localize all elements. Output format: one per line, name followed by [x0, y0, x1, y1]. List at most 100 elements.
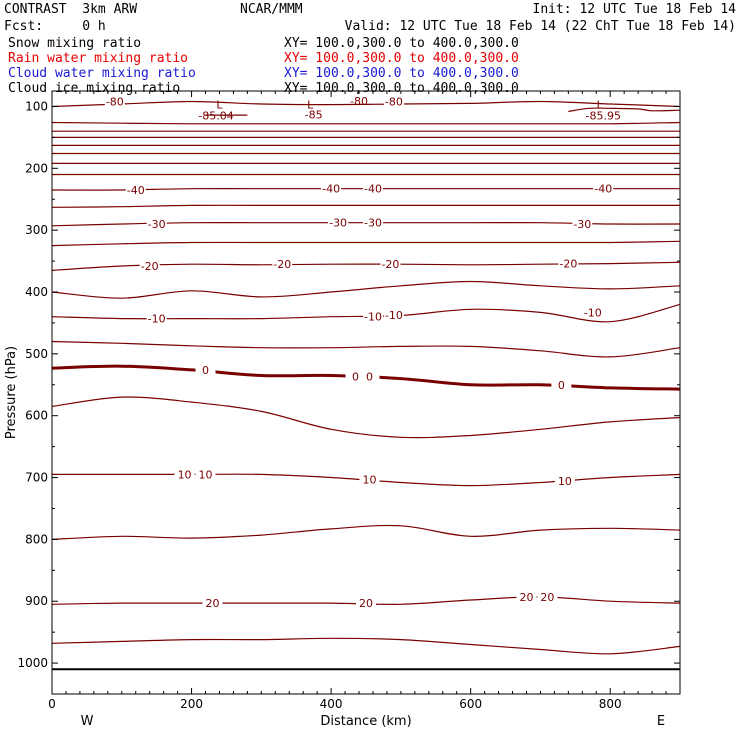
label-bg [362, 182, 383, 194]
west-end-label: W [81, 714, 94, 729]
run-title: CONTRAST 3km ARW [4, 2, 138, 17]
label-bg [362, 216, 383, 228]
isotherm-label: -20 [273, 258, 291, 271]
isotherm-label: -10 [584, 306, 602, 319]
x-tick-label: 0 [48, 697, 56, 711]
label-bg [558, 257, 579, 269]
plot-frame [51, 90, 681, 695]
isotherm-label: 20 [359, 597, 373, 610]
label-bg [202, 597, 223, 609]
x-axis-title: Distance (km) [320, 714, 411, 729]
y-tick-label: 300 [25, 223, 48, 237]
legend-cloud-water-xy: XY= 100.0,300.0 to 400.0,300.0 [284, 66, 519, 81]
label-bg [359, 473, 380, 485]
isotherm-label: 10 [558, 475, 572, 488]
label-bg [554, 475, 575, 487]
isotherm-line [51, 100, 681, 108]
extremum-label: -80 [350, 95, 368, 108]
label-bg [321, 182, 342, 194]
label-bg [383, 308, 404, 320]
isotherm-label: -30 [573, 218, 591, 231]
isotherm-line [51, 121, 681, 125]
label-bg [356, 597, 376, 609]
isotherm-label: -40 [594, 183, 612, 196]
extremum-label: -85.95 [586, 110, 621, 123]
isotherm-label: 0 [558, 379, 565, 392]
x-tick-label: 400 [320, 697, 343, 711]
isotherm-label: -40 [364, 183, 382, 196]
isotherm-label: 10 [178, 468, 192, 481]
label-bg [572, 217, 593, 229]
label-bg [139, 260, 160, 272]
extremum-label: -85.04 [198, 110, 233, 123]
label-bg [272, 258, 293, 270]
label-bg [537, 590, 558, 602]
isotherm-label: -40 [127, 184, 145, 197]
isotherm-label: 10 [362, 473, 376, 486]
isotherm-label: 10 [199, 468, 213, 481]
isotherm-label: -80 [385, 96, 403, 109]
isotherm-label: -20 [141, 260, 159, 273]
legend-snow-xy: XY= 100.0,300.0 to 400.0,300.0 [284, 36, 519, 51]
y-tick-label: 800 [25, 532, 48, 546]
label-bg [383, 95, 404, 107]
label-bg [593, 182, 614, 194]
isotherm-line [51, 396, 681, 439]
low-center-marker: L [307, 99, 314, 112]
legend-cloud-water-label: Cloud water mixing ratio [8, 66, 196, 81]
label-bg [104, 95, 125, 107]
east-end-label: E [657, 714, 665, 729]
label-bg [551, 378, 572, 390]
label-bg [362, 310, 383, 322]
extremum-label: -85 [305, 109, 323, 122]
legend-rain-label: Rain water mixing ratio [8, 51, 189, 66]
low-center-marker: L [597, 99, 604, 112]
label-bg [345, 370, 366, 382]
isotherm-label: -10 [385, 309, 403, 322]
isotherm-label: -80 [106, 96, 124, 109]
y-tick-label: 600 [25, 409, 48, 423]
isotherm-label: -10 [364, 311, 382, 324]
label-bg [146, 312, 167, 324]
isotherm-line [51, 524, 681, 540]
valid-time: Valid: 12 UTC Tue 18 Feb 14 (22 ChT Tue … [344, 19, 736, 34]
label-bg [174, 468, 195, 480]
isotherm-label: -40 [322, 183, 340, 196]
legend-snow-label: Snow mixing ratio [8, 36, 142, 51]
isotherm-label: -30 [364, 217, 382, 230]
y-tick-label: 100 [25, 99, 48, 113]
legend-rain-xy: XY= 100.0,300.0 to 400.0,300.0 [284, 51, 519, 66]
label-bg [195, 363, 216, 375]
isotherm-line [51, 280, 681, 299]
y-tick-label: 400 [25, 285, 48, 299]
y-tick-label: 200 [25, 161, 48, 175]
isotherm-label: 20 [205, 597, 219, 610]
isotherm-line [51, 204, 680, 208]
init-time: Init: 12 UTC Tue 18 Feb 14 [532, 2, 737, 17]
institution-label: NCAR/MMM [240, 2, 303, 17]
y-tick-label: 700 [25, 471, 48, 485]
isotherm-line [51, 340, 681, 358]
label-bg [582, 306, 603, 318]
y-axis-title: Pressure (hPa) [4, 346, 19, 439]
isotherm-label: -10 [148, 313, 166, 326]
isotherm-label: 20 [540, 591, 554, 604]
y-tick-label: 900 [25, 594, 48, 608]
label-bg [125, 183, 146, 195]
isotherm-label: 0 [352, 371, 359, 384]
label-bg [195, 468, 216, 480]
isotherm-label: -20 [381, 258, 399, 271]
legend-cloud-ice-xy: XY= 100.0,300.0 to 400.0,300.0 [284, 81, 519, 96]
isotherm-label: 0 [366, 371, 373, 384]
isotherm-label: -30 [148, 218, 166, 231]
low-contour [568, 107, 681, 112]
label-bg [146, 217, 167, 229]
label-bg [328, 216, 349, 228]
x-tick-label: 800 [599, 697, 622, 711]
label-bg [516, 590, 537, 602]
isotherm-label: 20 [519, 591, 533, 604]
label-bg [380, 258, 401, 270]
